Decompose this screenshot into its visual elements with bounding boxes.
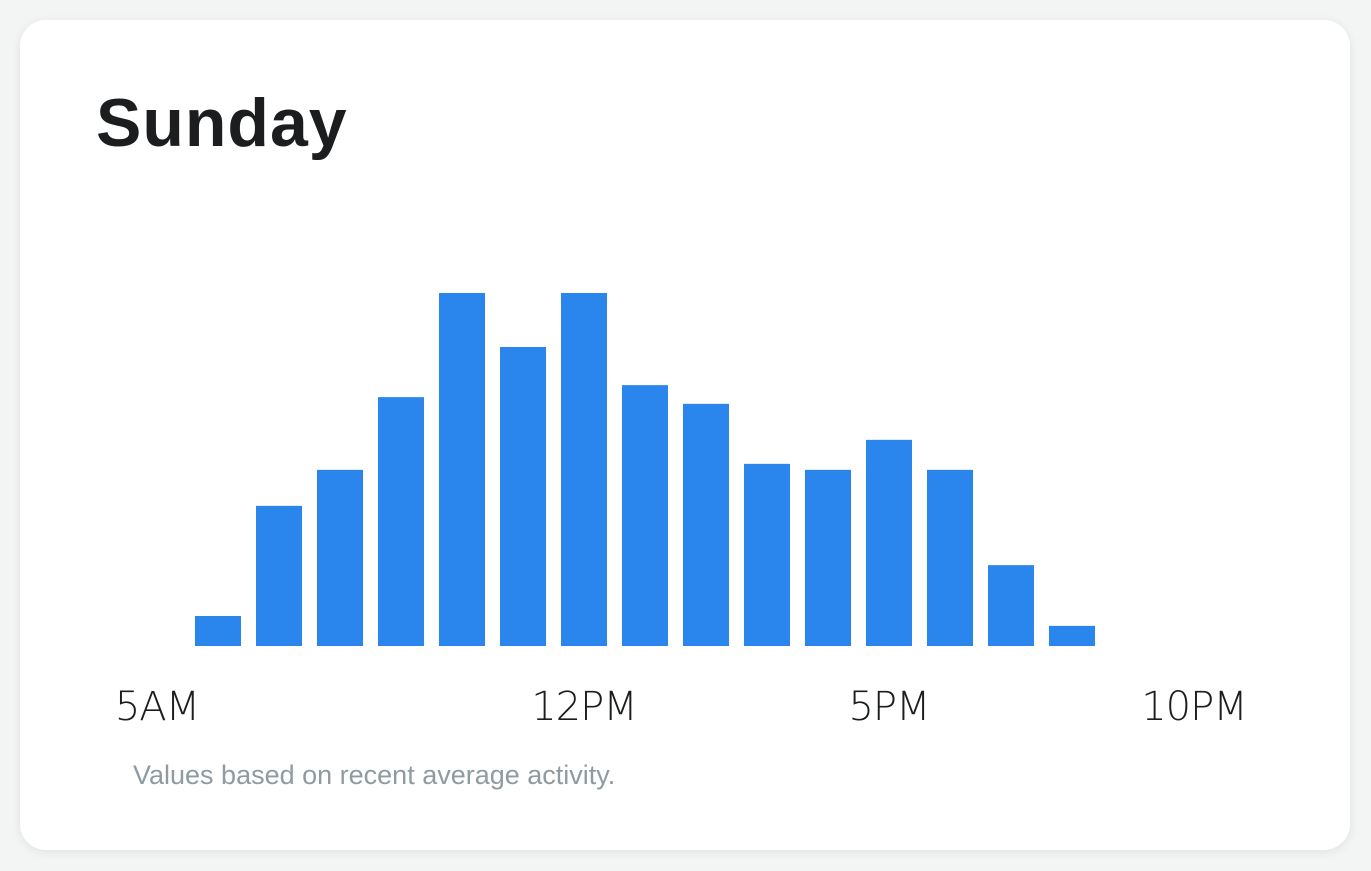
bar-5PM bbox=[866, 439, 912, 646]
bar-12PM bbox=[561, 293, 607, 646]
bar-6AM bbox=[195, 615, 241, 646]
bar-8PM bbox=[1049, 625, 1095, 646]
bar-9AM bbox=[378, 397, 424, 646]
bar-10AM bbox=[439, 293, 485, 646]
tick-label: 5PM bbox=[848, 684, 930, 730]
bar-8AM bbox=[317, 469, 363, 646]
bar-1PM bbox=[622, 385, 668, 646]
bar-11AM bbox=[500, 347, 546, 646]
bar-6PM bbox=[927, 469, 973, 646]
tick-label: 5AM bbox=[114, 684, 200, 730]
chart-title: Sunday bbox=[96, 85, 348, 161]
tick-label: 10PM bbox=[1141, 684, 1248, 730]
bar-2PM bbox=[683, 403, 729, 646]
bar-4PM bbox=[805, 469, 851, 646]
tick-label: 12PM bbox=[531, 684, 638, 730]
bar-3PM bbox=[744, 463, 790, 646]
bar-7AM bbox=[256, 505, 302, 646]
footnote: Values based on recent average activity. bbox=[133, 760, 616, 790]
bar-7PM bbox=[988, 565, 1034, 646]
